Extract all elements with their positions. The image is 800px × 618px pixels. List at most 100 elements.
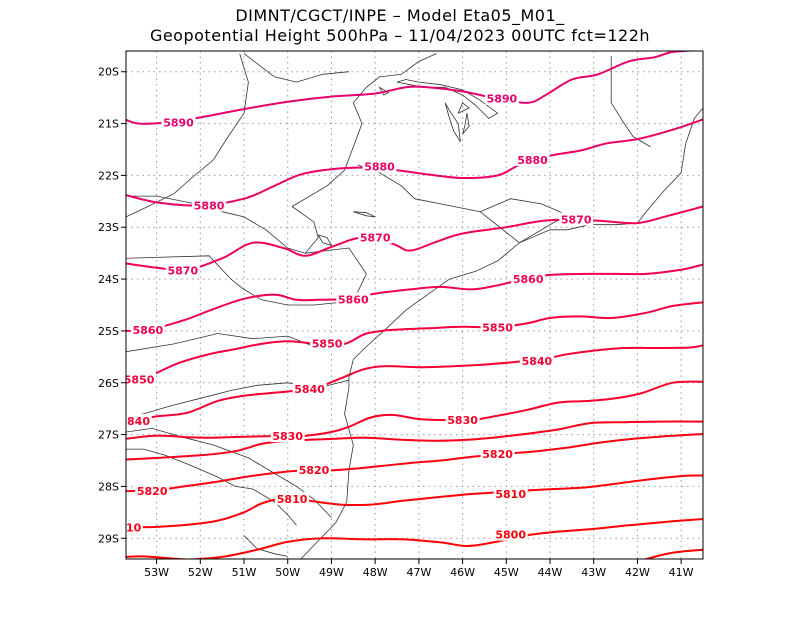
x-tick-label: 42W	[625, 566, 650, 579]
contour-label-background	[297, 462, 331, 476]
contour-label-background	[484, 91, 519, 105]
y-tick-label: 21S	[98, 118, 119, 131]
lake-outline	[317, 234, 333, 247]
lake-outline	[462, 113, 470, 135]
x-tick-label: 50W	[275, 566, 300, 579]
lake-outline	[378, 86, 390, 96]
contour-label-background	[480, 320, 515, 334]
contour-label-background	[493, 527, 528, 541]
contour-label-background	[165, 263, 200, 277]
y-tick-label: 26S	[98, 377, 119, 390]
contour-label-background	[358, 230, 393, 244]
contour-label: 5830	[447, 414, 478, 427]
contour-label: 5870	[360, 232, 391, 245]
contour-label: 5890	[163, 117, 194, 130]
contour-5850	[126, 301, 703, 382]
contour-label: 5840	[294, 383, 325, 396]
x-tick-label: 47W	[406, 566, 431, 579]
longitude-axis: 53W 52W 51W 50W 49W 48W 47W 46W 45W 44W 43W 42W 41W	[144, 559, 694, 579]
contour-label-background	[515, 152, 550, 166]
boundary-line	[126, 195, 319, 254]
contour-label: 5850	[482, 321, 513, 334]
map-title-line-2: Geopotential Height 500hPa – 11/04/2023 …	[149, 26, 651, 45]
contour-label: 5850	[124, 374, 155, 387]
boundary-line	[126, 448, 297, 526]
contour-label-background	[126, 520, 143, 534]
y-tick-label: 27S	[98, 429, 119, 442]
contour-label-background	[126, 414, 152, 428]
contour-5830	[126, 380, 703, 440]
contour-5820	[126, 420, 703, 461]
boundary-line	[243, 53, 349, 83]
contour-5890	[126, 51, 703, 125]
boundary-line	[126, 53, 249, 218]
contour-5810	[126, 433, 703, 493]
contour-label-background	[275, 491, 310, 505]
contour-label-background	[362, 159, 397, 173]
contour-label-background	[559, 212, 594, 226]
contour-label: 5860	[338, 293, 369, 306]
contour-label: 5820	[482, 448, 513, 461]
contour-label: 5840	[522, 355, 553, 368]
contour-label-background	[336, 292, 371, 306]
contour-label-background	[135, 484, 170, 498]
contour-label-background	[130, 322, 165, 336]
boundary-line	[300, 107, 703, 559]
x-tick-label: 51W	[232, 566, 257, 579]
contour-label: 5890	[487, 93, 518, 106]
x-tick-label: 49W	[319, 566, 344, 579]
y-tick-label: 20S	[98, 66, 119, 79]
contour-5800	[126, 474, 703, 529]
contour-label: 5800	[495, 529, 526, 542]
y-tick-label: 28S	[98, 480, 119, 493]
contour-label: 5860	[513, 273, 544, 286]
contour-label: 5880	[194, 200, 225, 213]
contour-label: 5810	[495, 488, 526, 501]
x-tick-label: 44W	[538, 566, 563, 579]
contour-label: 5870	[561, 214, 592, 227]
lake-outline	[444, 102, 461, 142]
lake-outline	[396, 79, 499, 119]
contour-label-background	[310, 336, 345, 350]
y-tick-label: 25S	[98, 325, 119, 338]
x-tick-label: 48W	[363, 566, 388, 579]
contour-label-background	[519, 354, 554, 367]
contour-label: 5860	[133, 324, 164, 337]
contour-5790	[126, 555, 201, 559]
x-tick-label: 43W	[581, 566, 606, 579]
contour-5780	[645, 548, 703, 559]
x-tick-label: 45W	[494, 566, 519, 579]
contour-label: 5810	[111, 521, 142, 534]
contour-5870	[126, 205, 703, 272]
contour-5880	[126, 118, 703, 207]
lake-outline	[457, 102, 470, 115]
boundary-line	[610, 56, 651, 148]
contour-5790	[182, 518, 703, 559]
x-tick-label: 52W	[188, 566, 213, 579]
x-tick-label: 46W	[450, 566, 475, 579]
contour-label: 5820	[137, 485, 168, 498]
contour-label-background	[511, 272, 546, 286]
y-tick-label: 29S	[98, 532, 119, 545]
lake-outline	[353, 211, 376, 218]
contour-label: 5820	[299, 464, 330, 477]
contour-label: 5850	[312, 337, 343, 350]
contour-label-background	[493, 487, 528, 501]
contour-label-background	[126, 372, 157, 386]
contour-label-background	[161, 115, 196, 129]
contour-label-background	[270, 429, 305, 443]
contour-label-background	[445, 413, 480, 427]
latitude-axis: 20S 21S 22S 23S 24S 25S 26S 27S 28S 29S	[98, 66, 126, 545]
contour-label-background	[480, 446, 515, 460]
y-tick-label: 23S	[98, 221, 119, 234]
contour-lines	[126, 51, 703, 559]
map-title-line-1: DIMNT/CGCT/INPE – Model Eta05_M01_	[235, 6, 565, 25]
boundary-line	[291, 53, 437, 207]
contour-label: 5880	[364, 161, 395, 174]
y-tick-label: 22S	[98, 169, 119, 182]
contour-label: 5880	[517, 154, 548, 167]
contour-label: 5840	[119, 415, 150, 428]
contour-label-background	[192, 198, 227, 212]
plot-frame	[125, 50, 704, 560]
